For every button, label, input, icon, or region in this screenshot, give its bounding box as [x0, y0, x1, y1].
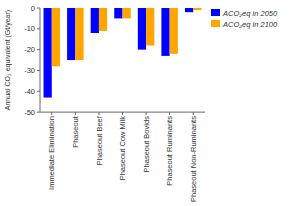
y-tick: [37, 70, 40, 71]
y-tick-label: -20: [24, 45, 35, 54]
x-tick: [146, 112, 147, 115]
category-label: Phaseout Cow Milk: [118, 116, 127, 180]
bar: [138, 8, 146, 50]
bar: [91, 8, 99, 33]
y-tick: [37, 91, 40, 92]
x-tick: [51, 112, 52, 115]
legend-swatch: [211, 20, 220, 27]
y-tick-label: -40: [24, 87, 35, 96]
legend-swatch: [211, 9, 220, 16]
bars: [44, 8, 202, 98]
y-tick-label: -50: [24, 108, 35, 117]
legend-label: ACO₂eq in 2050: [222, 9, 278, 18]
y-axis-label: Annual CO₂ equivalent (Gt/year): [4, 10, 12, 110]
x-tick: [75, 112, 76, 115]
y-tick: [37, 49, 40, 50]
bar: [170, 8, 178, 54]
bar: [123, 8, 131, 18]
bar: [161, 8, 169, 56]
category-label: Phaseout Non-Ruminants: [189, 116, 198, 202]
category-label: Phaseout: [71, 115, 80, 148]
y-tick-label: -30: [24, 66, 35, 75]
x-tick: [98, 112, 99, 115]
x-tick: [169, 112, 170, 115]
category-label: Phaseout Beef: [95, 115, 104, 165]
bar: [193, 8, 201, 10]
chart: Immediate Elimination Phaseout Phaseout Be…: [0, 0, 300, 206]
bar: [52, 8, 60, 66]
y-tick-label: -10: [24, 24, 35, 33]
bar: [146, 8, 154, 45]
bar: [67, 8, 75, 60]
legend-label: ACO₂eq in 2100: [222, 20, 278, 29]
x-tick: [122, 112, 123, 115]
legend: ACO₂eq in 2050 ACO₂eq in 2100: [211, 9, 278, 29]
bar: [114, 8, 122, 18]
y-tick: [37, 8, 40, 9]
x-tick: [193, 112, 194, 115]
bar: [185, 8, 193, 12]
y-tick: [37, 28, 40, 29]
y-tick: [37, 112, 40, 113]
category-label: Phaseout Bovids: [142, 116, 151, 173]
bar: [44, 8, 52, 98]
category-label: Immediate Elimination: [47, 116, 56, 190]
category-label: Phaseout Ruminants: [165, 116, 174, 186]
y-tick-label: 0: [31, 4, 35, 13]
bar: [75, 8, 83, 60]
y-axis-line: [40, 8, 41, 112]
bar: [99, 8, 107, 31]
